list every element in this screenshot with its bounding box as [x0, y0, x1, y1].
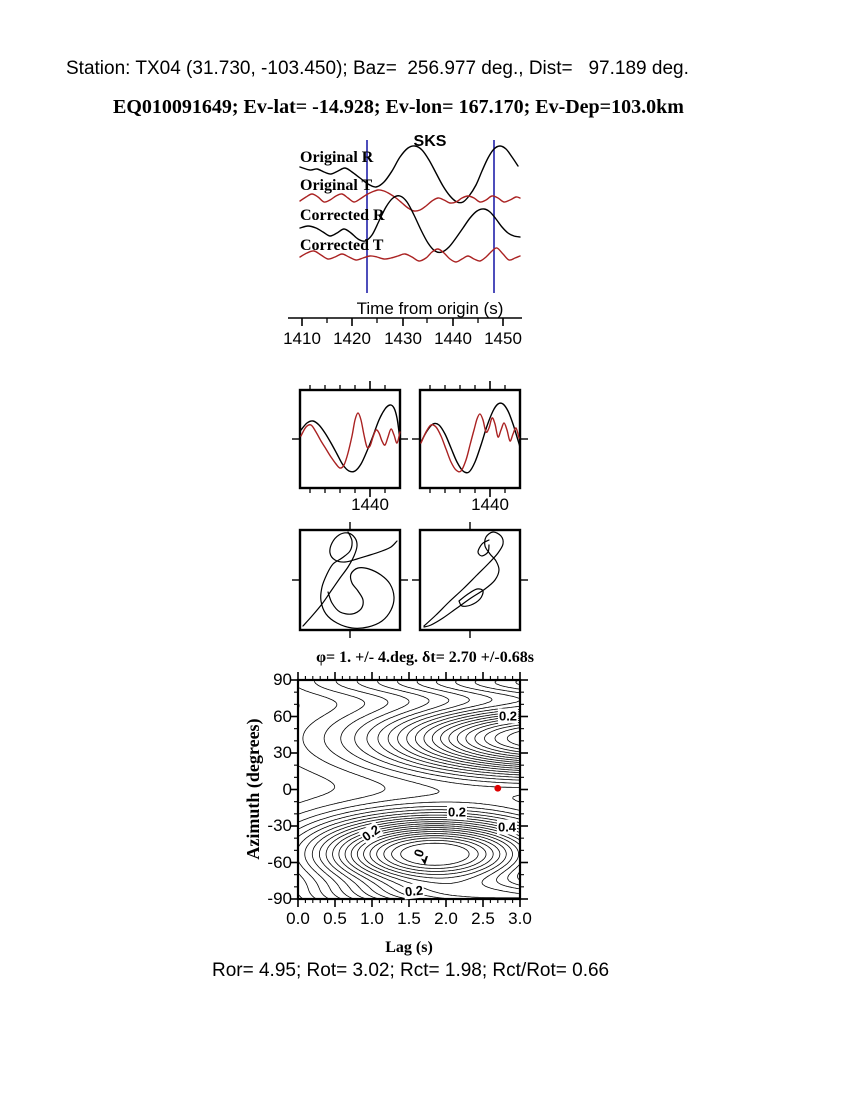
particle-motion-path: [302, 532, 398, 627]
time-tick-label: 1430: [384, 329, 422, 348]
compare-tick-label: 1440: [351, 495, 389, 514]
contour-line: [332, 679, 521, 900]
contour-line: [356, 715, 521, 899]
time-tick-label: 1410: [283, 329, 321, 348]
lag-tick-label: 2.5: [471, 909, 495, 928]
compare-trace-slow: [300, 412, 401, 469]
contour-line-label: 0.2: [497, 708, 519, 724]
waveform-corrected-t: [299, 247, 521, 263]
lag-tick-label: 1.0: [360, 909, 384, 928]
lag-axis-label: Lag (s): [385, 939, 433, 956]
lag-tick-label: 2.0: [434, 909, 458, 928]
contour-line: [383, 724, 521, 872]
trace-label-original-r: Original R: [300, 149, 374, 166]
contour-line: [304, 679, 521, 900]
trace-label-corrected-r: Corrected R: [300, 207, 385, 224]
azimuth-tick-label: -90: [267, 889, 292, 908]
lag-tick-label: 0.0: [286, 909, 310, 928]
contour-line-label: 0.2: [403, 882, 425, 900]
particle-motion-path: [477, 539, 490, 557]
compare-trace-fast: [420, 402, 521, 474]
waveform-corrected-r: [299, 195, 521, 254]
contour-line: [297, 679, 521, 900]
compare-tick-label: 1440: [471, 495, 509, 514]
contour-line: [363, 717, 521, 884]
azimuth-tick-label: 60: [273, 706, 292, 726]
azimuth-tick-label: -30: [267, 816, 292, 835]
compare-box: [298, 388, 402, 490]
azimuth-tick-label: 30: [273, 743, 292, 762]
particle-motion-path: [320, 531, 395, 629]
best-solution-dot: [494, 784, 502, 792]
compare-trace-fast: [300, 404, 401, 473]
contour-line: [297, 702, 336, 804]
time-tick-label: 1450: [484, 329, 522, 348]
contour-line: [369, 719, 521, 879]
compare-box: [418, 388, 522, 490]
lag-tick-label: 0.5: [323, 909, 347, 928]
particle-motion-box: [298, 528, 402, 632]
azimuth-tick-label: 0: [282, 779, 292, 799]
contour-line-label: 0.4: [496, 819, 518, 835]
contour-line: [297, 687, 386, 815]
trace-label-original-t: Original T: [300, 177, 373, 194]
azimuth-tick-label: -60: [267, 852, 292, 872]
contour-line: [400, 730, 521, 866]
contour-title: φ= 1. +/- 4.deg. δt= 2.70 +/-0.68s: [316, 649, 534, 666]
phase-label: SKS: [413, 133, 447, 150]
contour-line: [391, 727, 521, 869]
lag-tick-label: 3.0: [508, 909, 532, 928]
trace-label-corrected-t: Corrected T: [300, 237, 384, 254]
lag-tick-label: 1.5: [397, 909, 421, 928]
particle-motion-path: [458, 588, 484, 607]
azimuth-tick-label: 90: [273, 670, 292, 689]
event-info-title: EQ010091649; Ev-lat= -14.928; Ev-lon= 16…: [113, 96, 684, 118]
time-tick-label: 1420: [333, 329, 371, 348]
particle-motion-box: [418, 528, 522, 632]
time-tick-label: 1440: [434, 329, 472, 348]
particle-motion-path: [423, 531, 504, 628]
station-title: Station: TX04 (31.730, -103.450); Baz= 2…: [66, 58, 689, 79]
footer-stats: Ror= 4.95; Rot= 3.02; Rct= 1.98; Rct/Rot…: [212, 960, 610, 981]
contour-line-label: 0.2: [446, 804, 468, 820]
time-axis-label: Time from origin (s): [356, 299, 504, 318]
waveform-original-r: [299, 145, 519, 204]
contour-line: [376, 722, 521, 875]
compare-trace-slow: [420, 413, 520, 473]
